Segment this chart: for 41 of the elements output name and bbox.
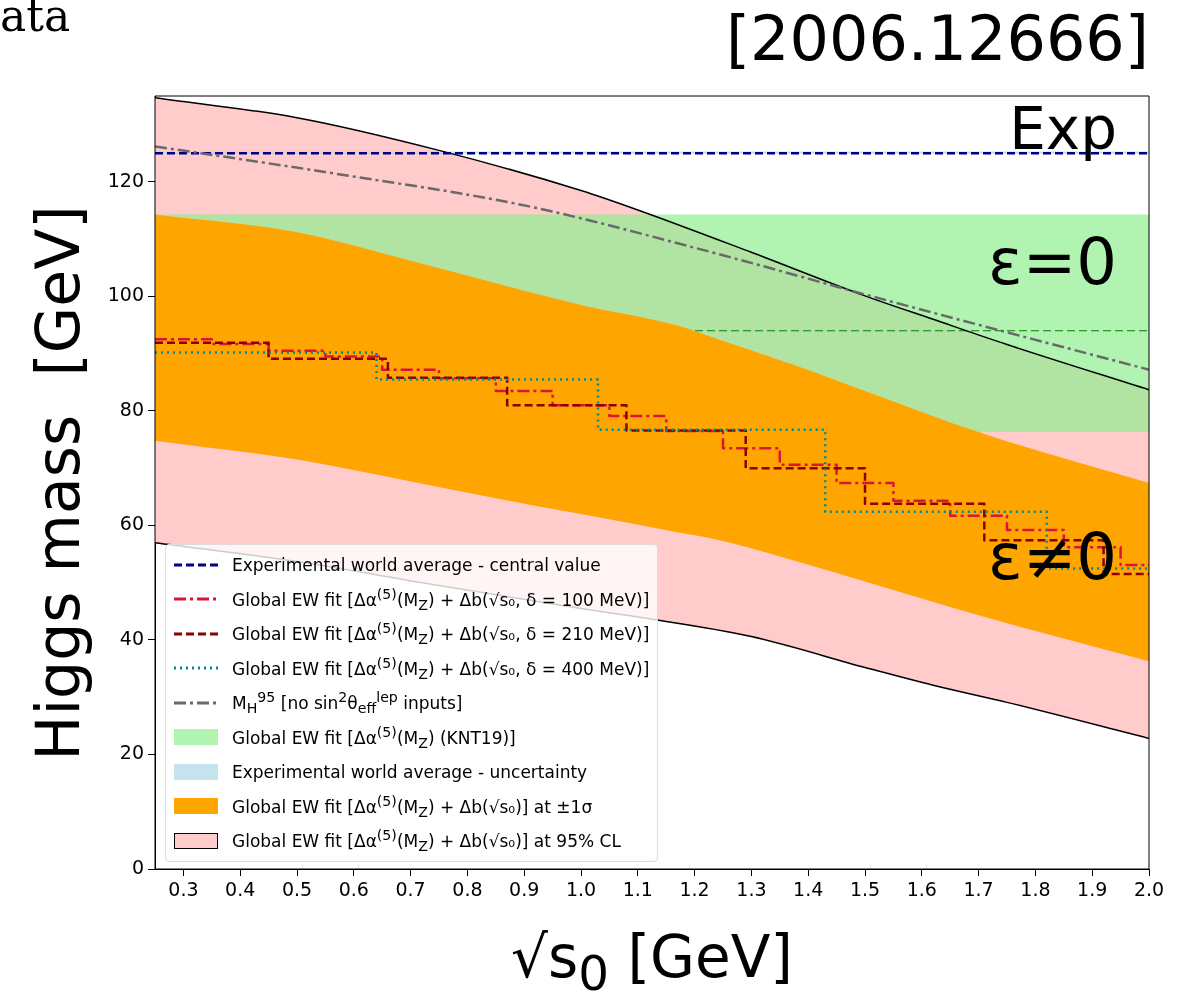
legend-label: Global EW fit [Δα$^{(5)}$(M$_{Z}$) + Δb(√s₀, δ = 210 MeV)] (232, 620, 650, 648)
legend-label: Experimental world average - uncertainty (232, 761, 588, 782)
x-tick-label: 1.3 (736, 878, 767, 901)
legend-label: Global EW fit [Δα$^{(5)}$(M$_{Z}$) + Δb(√s₀, δ = 100 MeV)] (232, 585, 650, 613)
legend-label: Global EW fit [Δα$^{(5)}$(M$_{Z}$) + Δb(√s₀)] at ±1σ (232, 792, 593, 820)
x-tick-label: 1.6 (906, 878, 937, 901)
x-tick-label: 0.8 (452, 878, 483, 901)
x-tick-label: 0.9 (509, 878, 540, 901)
y-tick-label: 100 (107, 283, 144, 306)
x-tick-label: 1.0 (565, 878, 597, 901)
x-tick-label: 1.9 (1077, 878, 1108, 901)
x-tick-label: 0.3 (168, 878, 199, 901)
legend-label: Global EW fit [Δα$^{(5)}$(M$_{Z}$) + Δb(√s₀)] at 95% CL (232, 827, 621, 855)
y-tick-label: 0 (131, 855, 144, 878)
x-tick-label: 1.7 (963, 878, 994, 901)
x-tick-label: 1.2 (679, 878, 710, 901)
x-tick-label: 0.5 (281, 878, 313, 901)
x-tick-label: 2.0 (1133, 878, 1165, 901)
legend-label: Global EW fit [Δα$^{(5)}$(M$_{Z}$) + Δb(√s₀, δ = 400 MeV)] (232, 654, 650, 682)
annotation: ε=0 (988, 225, 1117, 299)
x-tick-label: 0.7 (395, 878, 426, 901)
y-tick-label: 120 (107, 168, 144, 191)
legend-label: Experimental world average - central value (232, 554, 601, 575)
y-tick-label: 20 (119, 741, 144, 764)
legend-label: Global EW fit [Δα$^{(5)}$(M$_{Z}$) (KNT19)] (232, 723, 516, 751)
annotation: Exp (1009, 95, 1117, 163)
x-tick-label: 1.8 (1020, 878, 1051, 901)
text: [2006.12666] (725, 2, 1149, 75)
annotation: ε≠0 (988, 520, 1117, 594)
y-tick-label: 80 (119, 397, 144, 420)
text: ata (0, 0, 71, 41)
y-axis-title: Higgs mass [GeV] (23, 205, 93, 761)
x-tick-label: 0.4 (225, 878, 256, 901)
x-tick-label: 1.1 (622, 878, 653, 901)
x-tick-label: 1.4 (793, 878, 824, 901)
x-tick-label: 1.5 (849, 878, 881, 901)
x-tick-label: 0.6 (338, 878, 369, 901)
x-axis-title: √s$_{0}$ [GeV] (511, 923, 793, 1000)
y-tick-label: 60 (119, 512, 144, 535)
text: M$_{H}$$^{95}$ [no sin$^{2}$θ$_{eff}$$^{lep}$ inputs] (232, 689, 463, 717)
y-tick-label: 40 (119, 626, 144, 649)
